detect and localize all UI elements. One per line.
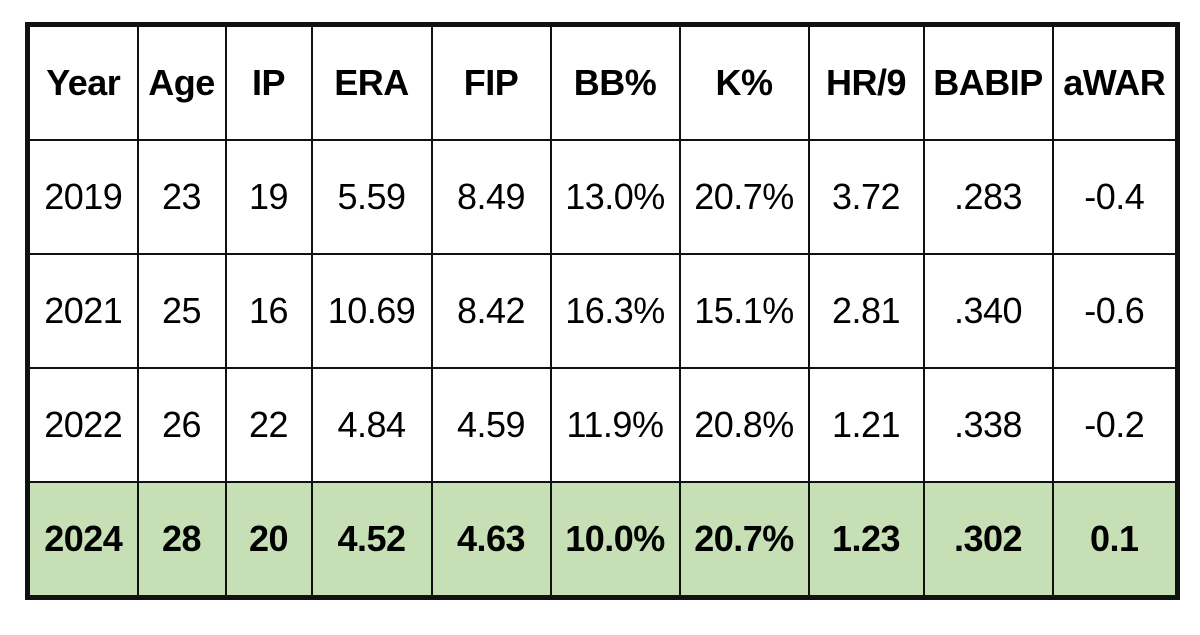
column-header-ip: IP [224, 23, 313, 141]
cell-year: 2019 [26, 139, 139, 255]
table-row-2021: 2021 25 16 10.69 8.42 16.3% 15.1% 2.81.340 -0.6 [26, 253, 1179, 369]
cell-year: 2024 [26, 481, 139, 599]
column-header-bb-pct: BB% [549, 23, 681, 141]
cell-bb-pct: 11.9% [549, 367, 681, 483]
cell-k-pct: 20.8% [678, 367, 810, 483]
cell-age: 23 [136, 139, 227, 255]
cell-year: 2022 [26, 367, 139, 483]
table-header-row: Year Age IP ERA FIP BB% K% HR/9 BABIP aWAR [26, 23, 1179, 141]
column-header-babip: BABIP [922, 23, 1054, 141]
cell-ip: 19 [224, 139, 313, 255]
cell-age: 25 [136, 253, 227, 369]
stats-table: Year Age IP ERA FIP BB% K% HR/9 BABIP aWAR 2019 23… [25, 22, 1180, 600]
cell-fip: 8.42 [430, 253, 552, 369]
table-row-2022: 2022 26 22 4.84 4.59 11.9% 20.8% 1.21.338 -0.2 [26, 367, 1179, 483]
column-header-era: ERA [310, 23, 433, 141]
cell-bb-pct: 16.3% [549, 253, 681, 369]
cell-hr-9: 1.23 [807, 481, 925, 599]
cell-hr-9: 1.21 [807, 367, 925, 483]
cell-bb-pct: 10.0% [549, 481, 681, 599]
cell-awar: -0.2 [1051, 367, 1179, 483]
column-header-awar: aWAR [1051, 23, 1179, 141]
table-row-2019: 2019 23 19 5.59 8.49 13.0% 20.7% 3.72.283 -0.4 [26, 139, 1179, 255]
cell-era: 10.69 [310, 253, 433, 369]
cell-hr-9: 3.72 [807, 139, 925, 255]
cell-k-pct: 15.1% [678, 253, 810, 369]
cell-ip: 22 [224, 367, 313, 483]
cell-awar: 0.1 [1051, 481, 1179, 599]
column-header-hr-9: HR/9 [807, 23, 925, 141]
cell-fip: 4.63 [430, 481, 552, 599]
table-body: 2019 23 19 5.59 8.49 13.0% 20.7% 3.72.283 -0.4 20… [26, 139, 1179, 599]
cell-fip: 8.49 [430, 139, 552, 255]
table-row-2024: 2024 28 20 4.52 4.63 10.0% 20.7% 1.23.302 0.1 [26, 481, 1179, 599]
cell-age: 28 [136, 481, 227, 599]
cell-year: 2021 [26, 253, 139, 369]
cell-era: 4.84 [310, 367, 433, 483]
column-header-k-pct: K% [678, 23, 810, 141]
cell-ip: 20 [224, 481, 313, 599]
cell-ip: 16 [224, 253, 313, 369]
cell-babip: .283 [922, 139, 1054, 255]
column-header-age: Age [136, 23, 227, 141]
column-header-year: Year [26, 23, 139, 141]
cell-awar: -0.4 [1051, 139, 1179, 255]
cell-babip: .302 [922, 481, 1054, 599]
cell-k-pct: 20.7% [678, 481, 810, 599]
cell-awar: -0.6 [1051, 253, 1179, 369]
column-header-fip: FIP [430, 23, 552, 141]
cell-bb-pct: 13.0% [549, 139, 681, 255]
cell-k-pct: 20.7% [678, 139, 810, 255]
cell-era: 5.59 [310, 139, 433, 255]
cell-babip: .338 [922, 367, 1054, 483]
cell-age: 26 [136, 367, 227, 483]
cell-hr-9: 2.81 [807, 253, 925, 369]
cell-era: 4.52 [310, 481, 433, 599]
cell-fip: 4.59 [430, 367, 552, 483]
cell-babip: .340 [922, 253, 1054, 369]
